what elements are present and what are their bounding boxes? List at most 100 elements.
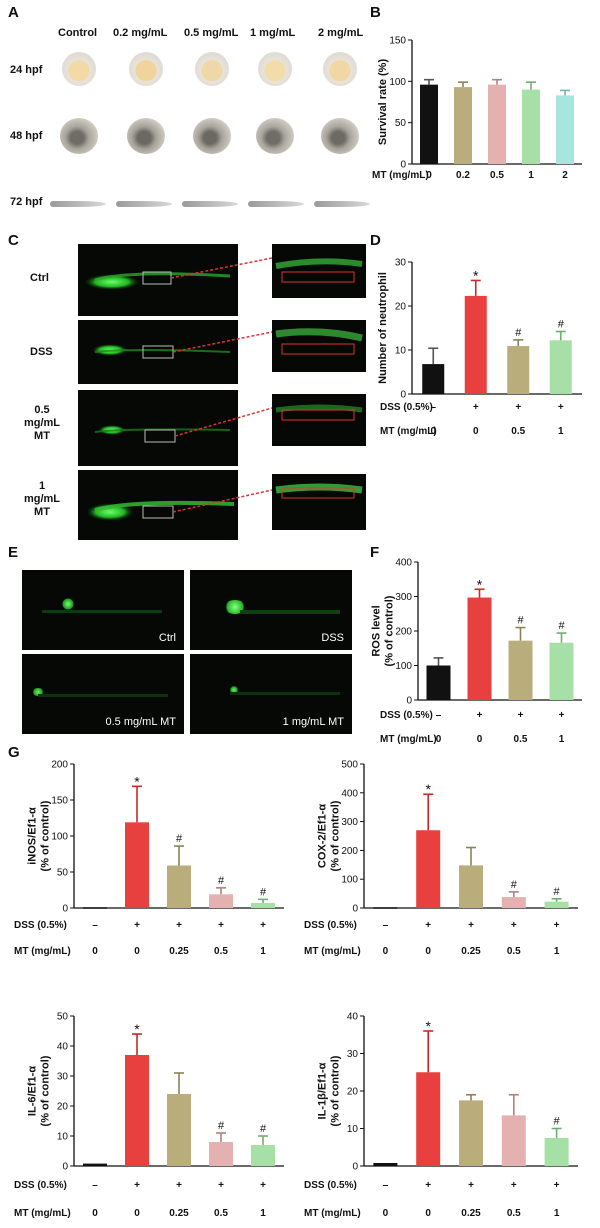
bar (488, 84, 506, 164)
y-tick-label: 50 (395, 118, 407, 129)
condition-value: 0 (383, 946, 389, 957)
condition-value: 0 (430, 426, 436, 437)
significance-marker: # (218, 875, 225, 887)
condition-value: 0.5 (214, 1208, 228, 1219)
y-tick-label: 300 (341, 817, 358, 828)
significance-marker: * (473, 267, 479, 283)
condition-row-label: DSS (0.5%) (14, 920, 67, 931)
y-axis-label-line: Number of neutrophil (377, 272, 389, 384)
bar (544, 901, 569, 908)
bar (209, 894, 233, 908)
condition-value: + (425, 920, 431, 931)
y-tick-label: 0 (406, 696, 412, 707)
condition-value: 0.25 (461, 946, 481, 957)
condition-row-label: DSS (0.5%) (304, 1180, 357, 1191)
y-axis-label: ROS level (% of control) (371, 595, 396, 666)
y-tick-label: 30 (57, 1072, 69, 1083)
row-label-0-5-mt: 0.5 mg/mL MT (23, 404, 61, 442)
condition-value: – (383, 1180, 389, 1191)
panel-label-d: D (370, 232, 381, 249)
embryo-image (62, 52, 96, 86)
bar (167, 1094, 191, 1166)
embryo-image (195, 52, 229, 86)
bar (373, 1163, 398, 1166)
ros-label-0-5-mt: 0.5 mg/mL MT (105, 716, 177, 728)
embryo-image (127, 118, 165, 154)
y-tick-label: 10 (57, 1132, 69, 1143)
column-label-0-2: 0.2 mg/mL (113, 27, 168, 39)
y-tick-label: 200 (51, 760, 68, 771)
significance-marker: # (554, 886, 561, 898)
row-label-dss: DSS (30, 346, 53, 358)
condition-value: + (477, 710, 483, 721)
condition-value: + (558, 402, 564, 413)
y-axis-label: iNOS/Ef1-α (% of control) (27, 800, 52, 871)
condition-value: 0.5 (507, 1208, 521, 1219)
condition-value: 0 (92, 946, 98, 957)
bar (167, 865, 191, 908)
condition-row-label: MT (mg/mL) (372, 170, 429, 181)
panel-label-e: E (8, 544, 19, 561)
y-tick-label: 0 (62, 1162, 68, 1173)
significance-marker: # (260, 1123, 267, 1135)
bar (501, 1115, 526, 1166)
condition-value: 0 (436, 734, 442, 745)
condition-value: 1 (558, 426, 564, 437)
y-axis-label: Number of neutrophil (377, 272, 389, 384)
condition-row-label: MT (mg/mL) (380, 426, 437, 437)
bar (549, 340, 572, 394)
panel-label-g: G (8, 744, 20, 761)
condition-value: + (218, 920, 224, 931)
y-tick-label: 100 (395, 661, 412, 672)
condition-value: 1 (528, 170, 534, 181)
larva-image (182, 201, 238, 207)
condition-value: 0 (425, 946, 431, 957)
condition-value: 0.5 (507, 946, 521, 957)
y-tick-label: 40 (347, 1012, 359, 1023)
bar (125, 1055, 149, 1166)
y-tick-label: 300 (395, 592, 412, 603)
bar (556, 95, 574, 164)
y-tick-label: 20 (57, 1102, 69, 1113)
condition-value: – (436, 710, 442, 721)
condition-value: 0 (425, 1208, 431, 1219)
y-tick-label: 10 (347, 1124, 359, 1135)
condition-row-label: MT (mg/mL) (14, 1208, 71, 1219)
y-tick-label: 100 (341, 875, 358, 886)
y-tick-label: 40 (57, 1042, 69, 1053)
ros-label-dss: DSS (321, 632, 344, 644)
significance-marker: # (554, 1116, 561, 1128)
significance-marker: # (558, 620, 565, 632)
condition-value: + (468, 920, 474, 931)
condition-value: + (511, 920, 517, 931)
condition-value: + (134, 1180, 140, 1191)
larva-image (50, 201, 106, 207)
bar (125, 822, 149, 908)
ros-label-1-mt: 1 mg/mL MT (282, 716, 344, 728)
bar (422, 364, 445, 394)
condition-row-label: MT (mg/mL) (304, 946, 361, 957)
bar (459, 1100, 483, 1166)
bar (416, 830, 441, 908)
y-tick-label: 0 (400, 390, 406, 401)
y-axis-label-line: IL-6/Ef1-α (27, 1066, 39, 1116)
y-axis-label-line: IL-1β/Ef1-α (317, 1062, 329, 1119)
bar (549, 642, 574, 700)
panel-label-f: F (370, 544, 380, 561)
embryo-image (193, 118, 231, 154)
bar (426, 665, 451, 700)
condition-value: + (218, 1180, 224, 1191)
y-tick-label: 400 (341, 788, 358, 799)
significance-marker: # (511, 879, 518, 891)
significance-marker: * (134, 773, 140, 789)
y-axis-label-line: (% of control) (40, 1055, 52, 1126)
bar (83, 1163, 107, 1166)
ros-image-ctrl: Ctrl (22, 570, 184, 650)
condition-value: 0 (477, 734, 483, 745)
y-tick-label: 200 (341, 846, 358, 857)
condition-value: 0.2 (456, 170, 470, 181)
